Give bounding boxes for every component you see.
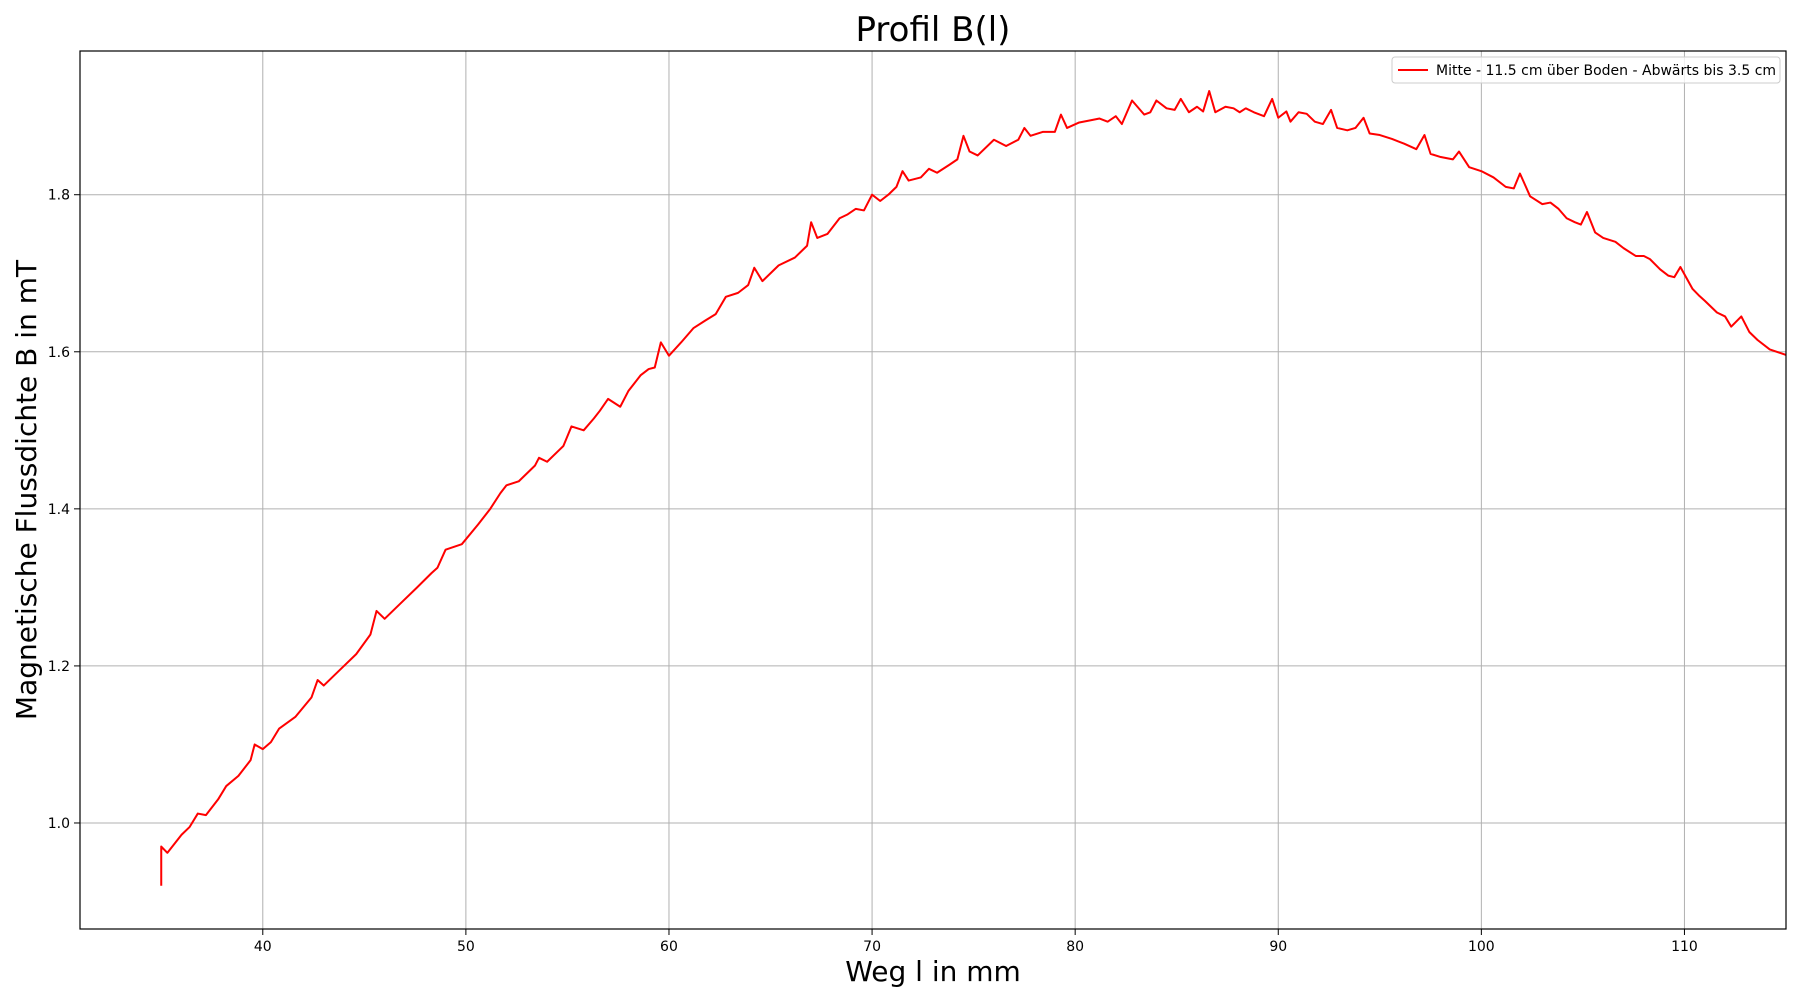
y-tick-label: 1.4 [48,502,70,518]
x-tick-label: 90 [1269,939,1287,955]
legend-entry: Mitte - 11.5 cm über Boden - Abwärts bis… [1436,63,1776,79]
y-tick-label: 1.6 [48,345,70,361]
x-axis-label: Weg l in mm [845,955,1021,988]
y-tick-label: 1.2 [48,659,70,675]
series-line [160,90,1787,886]
y-tick-label: 1.8 [48,188,70,204]
x-tick-label: 50 [457,939,475,955]
x-tick-label: 40 [254,939,272,955]
x-tick-label: 110 [1671,939,1698,955]
tick-layer: 40 50 60 70 80 90 100 110 1.0 1.2 1.4 1.6 1.8 [48,188,1698,955]
chart-title: Profil B(l) [856,10,1011,50]
plot-layer [160,90,1787,886]
legend: Mitte - 11.5 cm über Boden - Abwärts bis… [1391,56,1781,84]
y-tick-label: 1.0 [48,816,70,832]
x-tick-label: 80 [1066,939,1084,955]
x-tick-label: 70 [863,939,881,955]
y-axis-label: Magnetische Flussdichte B in mT [10,259,43,720]
grid-layer [80,51,1786,929]
x-tick-label: 60 [660,939,678,955]
x-tick-label: 100 [1468,939,1495,955]
plot-frame [79,50,1787,930]
legend-box [1391,56,1781,84]
